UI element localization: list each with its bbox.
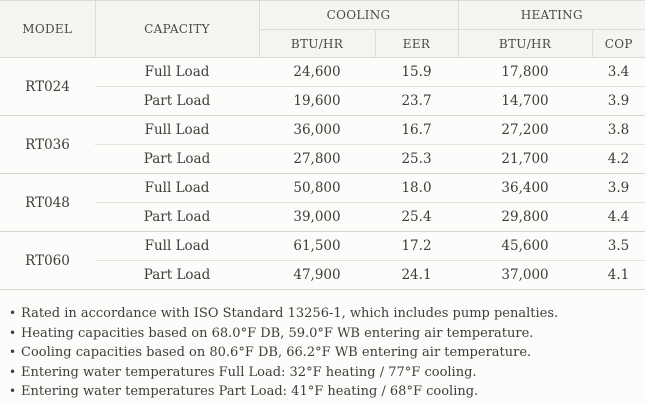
col-header-capacity: CAPACITY xyxy=(94,0,260,58)
col-header-model: MODEL xyxy=(0,0,96,58)
capacity-cell: Part Load xyxy=(95,260,259,290)
eer-cell: 24.1 xyxy=(375,260,459,290)
eer-cell: 25.3 xyxy=(375,144,459,174)
footnote-item: Entering water temperatures Part Load: 4… xyxy=(9,382,645,402)
table-row: Part Load 19,600 23.7 14,700 3.9 xyxy=(0,86,645,116)
cooling-btu-cell: 50,800 xyxy=(259,173,375,203)
table-row: RT024 Full Load 24,600 15.9 17,800 3.4 xyxy=(0,57,645,116)
model-cell: RT048 xyxy=(0,173,95,232)
col-header-cooling-btu: BTU/HR xyxy=(259,29,376,58)
heating-btu-cell: 36,400 xyxy=(458,173,593,203)
cop-cell: 3.5 xyxy=(592,231,645,261)
footnote-item: Rated in accordance with ISO Standard 13… xyxy=(9,304,645,324)
col-header-heating-cop: COP xyxy=(591,29,645,58)
cooling-btu-cell: 27,800 xyxy=(259,144,375,174)
capacity-cell: Part Load xyxy=(95,144,259,174)
table-header: MODEL CAPACITY COOLING HEATING BTU/HR EE… xyxy=(0,0,645,58)
eer-cell: 23.7 xyxy=(375,86,459,116)
col-header-cooling-eer: EER xyxy=(374,29,459,58)
table-row: RT060 Full Load 61,500 17.2 45,600 3.5 xyxy=(0,231,645,290)
model-cell: RT060 xyxy=(0,231,95,290)
heating-btu-cell: 17,800 xyxy=(458,57,593,87)
eer-cell: 17.2 xyxy=(375,231,459,261)
footnote-item: Heating capacities based on 68.0°F DB, 5… xyxy=(9,324,645,344)
cop-cell: 3.9 xyxy=(592,173,645,203)
footnote-item: Entering water temperatures Full Load: 3… xyxy=(9,363,645,383)
table-row: RT048 Full Load 50,800 18.0 36,400 3.9 xyxy=(0,173,645,232)
capacity-cell: Full Load xyxy=(95,231,259,261)
table-row: RT036 Full Load 36,000 16.7 27,200 3.8 xyxy=(0,115,645,174)
heating-btu-cell: 21,700 xyxy=(458,144,593,174)
cop-cell: 3.9 xyxy=(592,86,645,116)
cooling-btu-cell: 36,000 xyxy=(259,115,375,145)
col-group-cooling: COOLING xyxy=(258,0,459,30)
col-header-heating-btu: BTU/HR xyxy=(457,29,593,58)
cooling-btu-cell: 24,600 xyxy=(259,57,375,87)
performance-spec-table: MODEL CAPACITY COOLING HEATING BTU/HR EE… xyxy=(0,0,645,290)
eer-cell: 18.0 xyxy=(375,173,459,203)
model-cell: RT024 xyxy=(0,57,95,116)
capacity-cell: Part Load xyxy=(95,86,259,116)
capacity-cell: Full Load xyxy=(95,173,259,203)
capacity-cell: Full Load xyxy=(95,57,259,87)
cop-cell: 4.1 xyxy=(592,260,645,290)
cooling-btu-cell: 47,900 xyxy=(259,260,375,290)
footnotes-list: Rated in accordance with ISO Standard 13… xyxy=(0,304,645,402)
heating-btu-cell: 27,200 xyxy=(458,115,593,145)
footnote-item: Cooling capacities based on 80.6°F DB, 6… xyxy=(9,343,645,363)
model-cell: RT036 xyxy=(0,115,95,174)
cop-cell: 4.2 xyxy=(592,144,645,174)
cop-cell: 3.4 xyxy=(592,57,645,87)
eer-cell: 25.4 xyxy=(375,202,459,232)
heating-btu-cell: 29,800 xyxy=(458,202,593,232)
heating-btu-cell: 37,000 xyxy=(458,260,593,290)
heating-btu-cell: 14,700 xyxy=(458,86,593,116)
capacity-cell: Full Load xyxy=(95,115,259,145)
cooling-btu-cell: 19,600 xyxy=(259,86,375,116)
cooling-btu-cell: 61,500 xyxy=(259,231,375,261)
heating-btu-cell: 45,600 xyxy=(458,231,593,261)
cop-cell: 4.4 xyxy=(592,202,645,232)
eer-cell: 16.7 xyxy=(375,115,459,145)
col-group-heating: HEATING xyxy=(457,0,645,30)
table-row: Part Load 39,000 25.4 29,800 4.4 xyxy=(0,202,645,232)
capacity-cell: Part Load xyxy=(95,202,259,232)
table-row: Part Load 27,800 25.3 21,700 4.2 xyxy=(0,144,645,174)
cooling-btu-cell: 39,000 xyxy=(259,202,375,232)
table-row: Part Load 47,900 24.1 37,000 4.1 xyxy=(0,260,645,290)
cop-cell: 3.8 xyxy=(592,115,645,145)
eer-cell: 15.9 xyxy=(375,57,459,87)
